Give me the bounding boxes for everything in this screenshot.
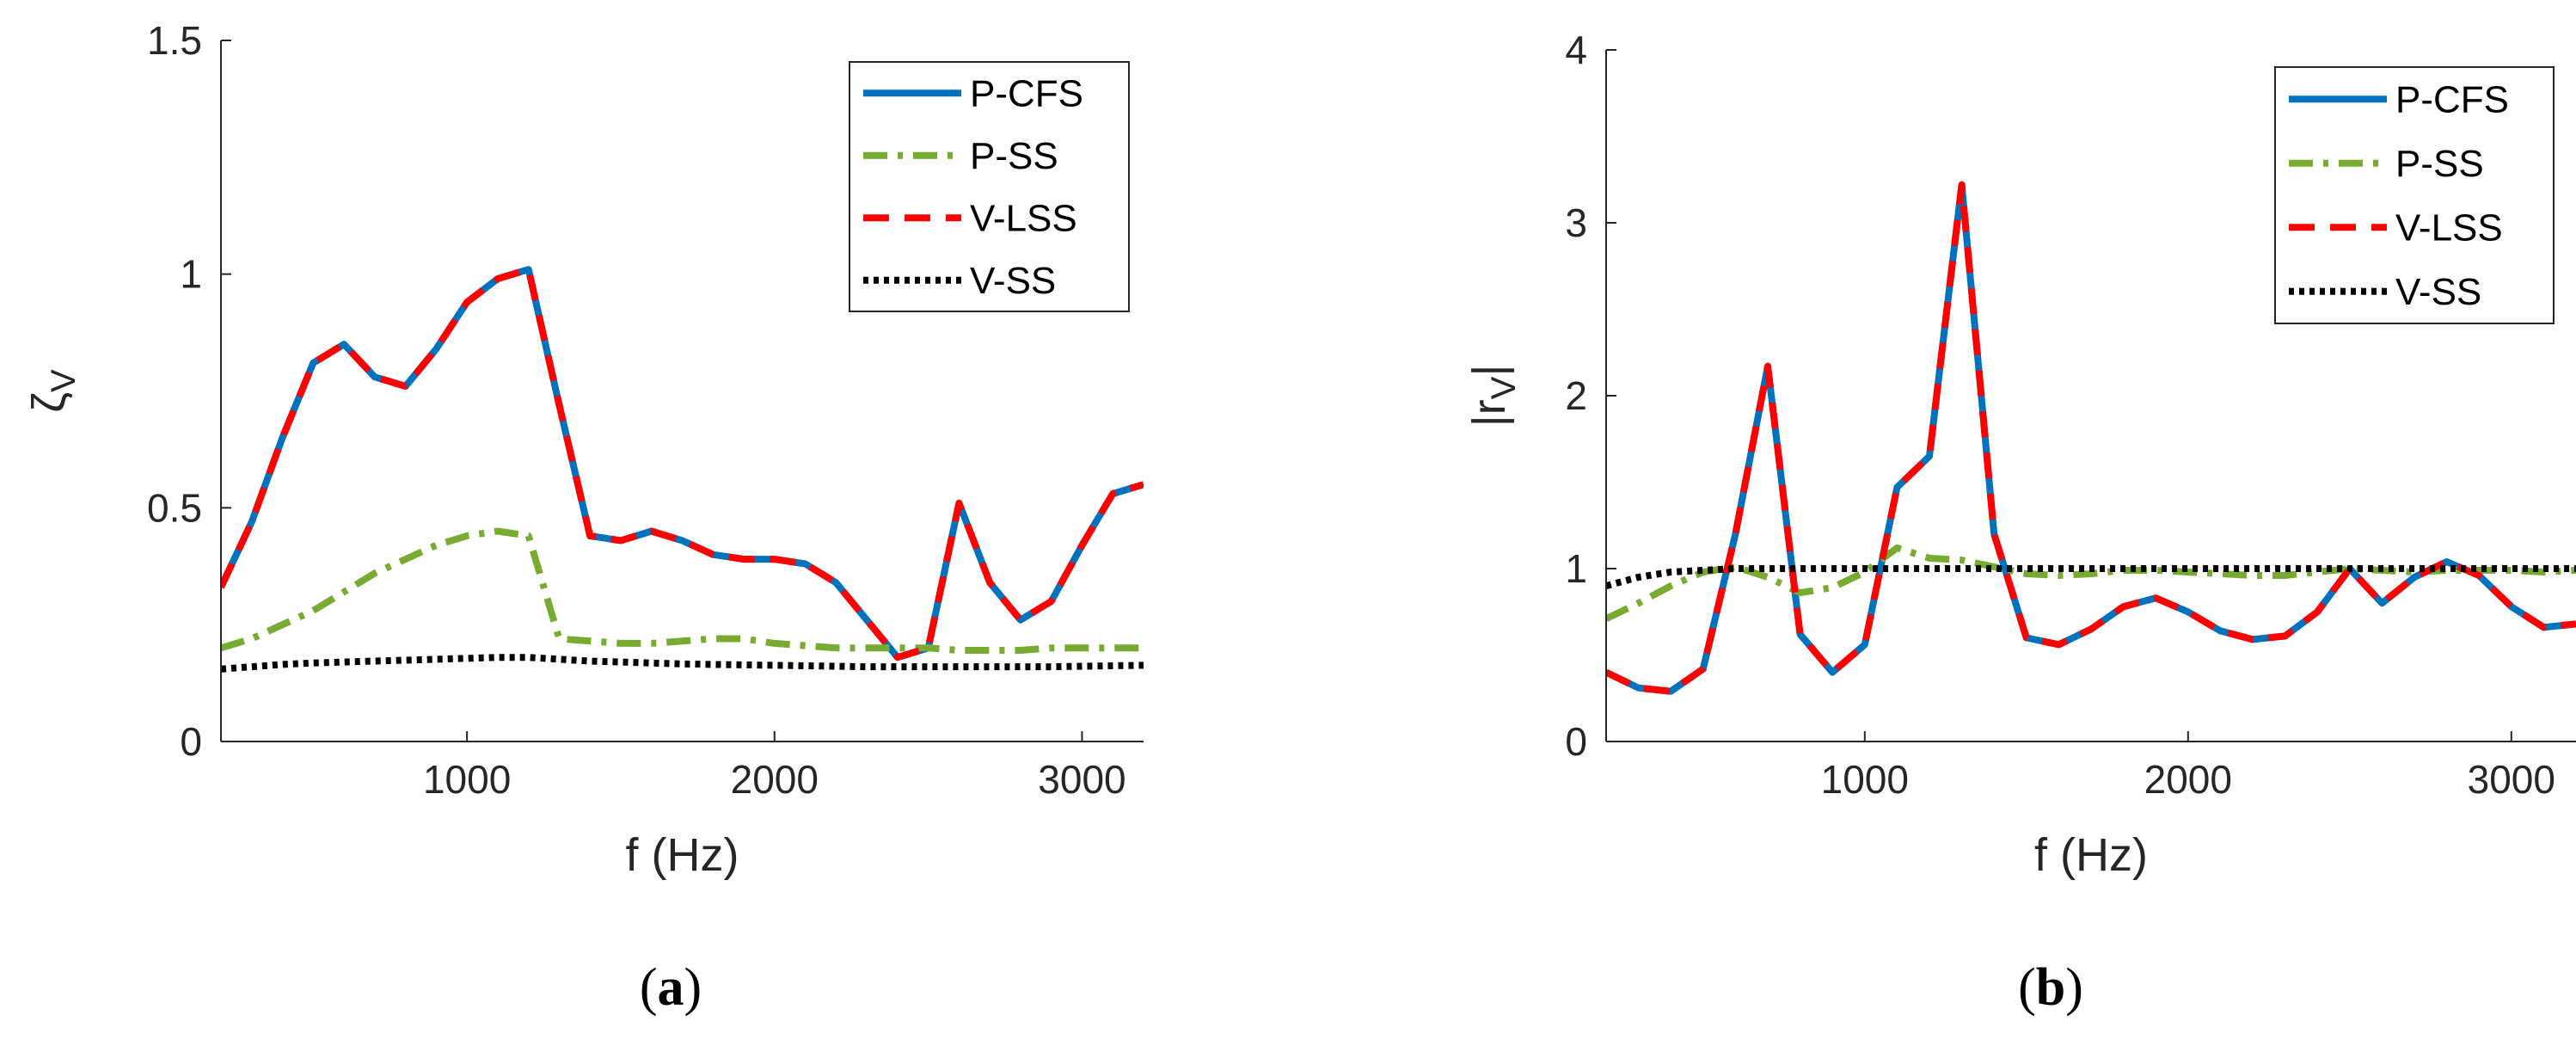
series-line-v-lss	[1606, 181, 2576, 695]
legend-label-v-lss: V-LSS	[970, 197, 1077, 239]
legend: P-CFS P-SS V-LSS V-SS	[849, 61, 1130, 312]
x-tick-label: 3000	[2468, 757, 2555, 802]
legend-label-v-ss: V-SS	[2395, 271, 2481, 313]
series-line-v-ss	[1606, 565, 2576, 589]
y-axis-label: ζV	[23, 369, 83, 413]
series-line-v-lss	[221, 266, 1144, 662]
legend-box	[2274, 66, 2555, 324]
panel-caption: (a)	[640, 958, 702, 1017]
series-group	[221, 266, 1144, 673]
y-tick-label: 4	[1565, 28, 1587, 72]
x-tick-label: 1000	[1821, 757, 1909, 802]
y-tick-label: 3	[1565, 200, 1587, 245]
y-tick-label: 0.5	[147, 485, 202, 530]
legend-label-p-cfs: P-CFS	[970, 72, 1083, 114]
chart-panel-b: 1000 2000 3000 0 1 2 3 4 f (Hz) |rV| P-CFS P-SS V-LS…	[1463, 28, 2576, 1017]
legend-label-v-ss: V-SS	[970, 260, 1056, 302]
x-tick-label: 1000	[423, 757, 511, 802]
legend-label-p-ss: P-SS	[2395, 143, 2484, 185]
y-tick-label: 1.5	[147, 18, 202, 63]
x-tick-label: 3000	[1038, 757, 1125, 802]
x-tick-label: 2000	[731, 757, 819, 802]
legend-label-v-lss: V-LSS	[2395, 206, 2503, 249]
y-tick-label: 1	[180, 252, 202, 297]
y-axis-label: |rV|	[1463, 365, 1523, 428]
x-axis-label: f (Hz)	[2034, 829, 2148, 881]
series-line-p-ss	[221, 527, 1144, 654]
series-line-p-ss	[1606, 544, 2576, 622]
legend-label-p-cfs: P-CFS	[2395, 78, 2509, 120]
y-tick-label: 0	[1565, 719, 1587, 764]
legend-label-p-ss: P-SS	[970, 135, 1058, 177]
panel-caption: (b)	[2018, 958, 2083, 1017]
y-tick-label: 0	[180, 719, 202, 764]
legend-box	[849, 61, 1130, 312]
legend: P-CFS P-SS V-LSS V-SS	[2274, 66, 2555, 324]
series-group	[1606, 181, 2576, 695]
x-tick-label: 2000	[2144, 757, 2232, 802]
x-axis-label: f (Hz)	[626, 829, 739, 881]
y-tick-label: 2	[1565, 373, 1587, 418]
y-tick-label: 1	[1565, 546, 1587, 591]
chart-panel-a: 1000 2000 3000 0 0.5 1 1.5 f (Hz) ζV P-CFS P-SS V-L…	[23, 18, 1144, 1017]
